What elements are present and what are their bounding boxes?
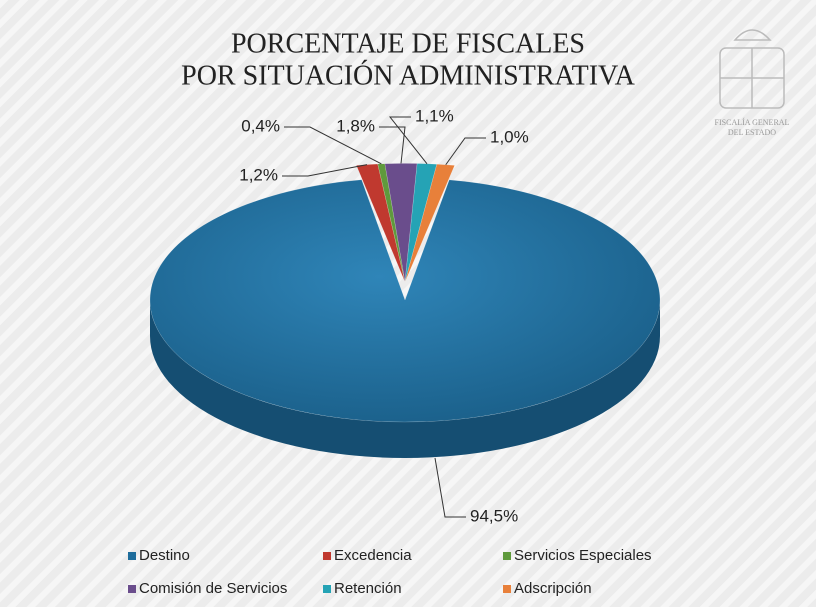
legend-swatch bbox=[128, 552, 136, 560]
legend-label: Destino bbox=[139, 547, 190, 564]
legend-swatch bbox=[503, 585, 511, 593]
chart-title: POR SITUACIÓN ADMINISTRATIVA bbox=[181, 60, 636, 91]
pie-slice bbox=[404, 163, 438, 283]
legend-swatch bbox=[128, 585, 136, 593]
leader-line bbox=[284, 126, 382, 165]
data-label: 1,1% bbox=[415, 106, 454, 125]
legend-label: Servicios Especiales bbox=[514, 547, 652, 564]
legend-label: Comisión de Servicios bbox=[139, 580, 287, 597]
leader-line bbox=[282, 164, 368, 177]
pie-slice bbox=[404, 163, 455, 283]
logo bbox=[719, 29, 785, 109]
leader-line bbox=[434, 457, 466, 518]
logo-text: FISCALÍA GENERAL bbox=[715, 117, 790, 127]
data-label: 1,0% bbox=[490, 127, 529, 146]
legend-swatch bbox=[323, 585, 331, 593]
legend-label: Excedencia bbox=[334, 547, 412, 564]
pie-slice bbox=[149, 179, 661, 423]
leader-line bbox=[388, 116, 428, 165]
leader-line bbox=[379, 126, 406, 164]
pie-slice bbox=[384, 163, 418, 283]
data-label: 0,4% bbox=[241, 116, 280, 135]
leader-line bbox=[445, 137, 486, 166]
pie-side bbox=[150, 300, 660, 458]
data-label: 1,2% bbox=[239, 165, 278, 184]
legend-swatch bbox=[323, 552, 331, 560]
legend-label: Adscripción bbox=[514, 580, 592, 597]
legend-swatch bbox=[503, 552, 511, 560]
pie-slice bbox=[377, 163, 406, 283]
legend-label: Retención bbox=[334, 580, 402, 597]
chart-title: PORCENTAJE DE FISCALES bbox=[231, 28, 585, 59]
data-label: 1,8% bbox=[336, 116, 375, 135]
data-label: 94,5% bbox=[470, 506, 518, 525]
pie-slice bbox=[356, 163, 406, 283]
logo-text: DEL ESTADO bbox=[728, 128, 776, 137]
